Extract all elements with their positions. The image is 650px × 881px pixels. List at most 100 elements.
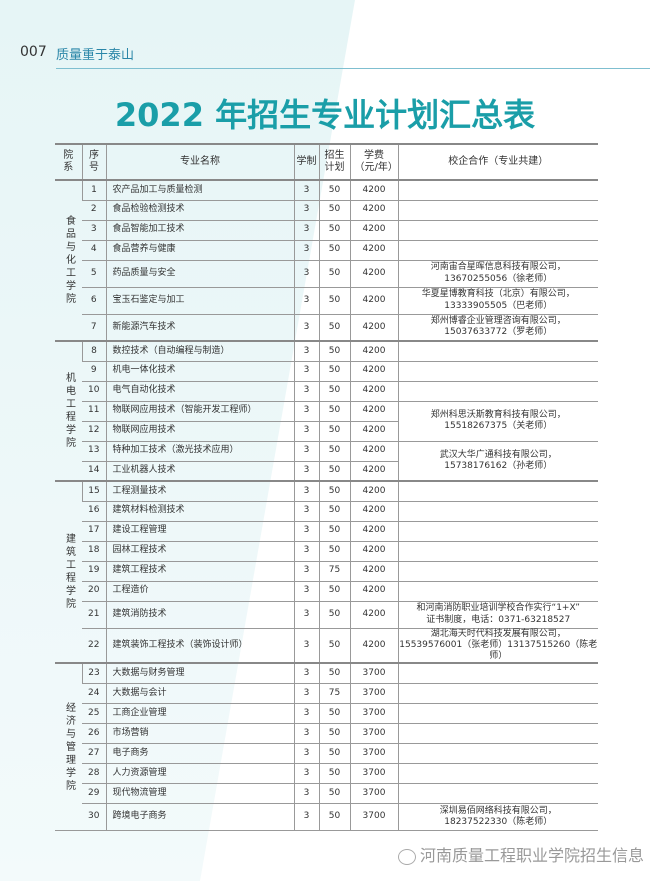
fee-cell: 4200 [349,501,398,522]
major-cell: 建设工程管理 [105,521,294,542]
major-cell: 建筑消防技术 [105,601,294,629]
years-cell: 3 [293,743,319,764]
col-major: 专业名称 [105,143,294,181]
major-cell: 机电一体化技术 [105,361,294,382]
plan-cell: 50 [318,581,350,602]
watermark: 河南质量工程职业学院招生信息 [398,842,644,866]
major-cell: 食品智能加工技术 [105,220,294,241]
seq-cell: 3 [82,220,106,241]
fee-cell: 4200 [349,314,398,342]
partner-cell: 湖北海天时代科技发展有限公司， 15539576001（张老师）13137515… [397,628,598,664]
years-cell: 3 [293,381,319,402]
plan-cell: 50 [318,723,350,744]
fee-cell: 4200 [349,361,398,382]
seq-cell: 5 [82,260,106,288]
plan-cell: 50 [318,401,350,422]
major-cell: 工程测量技术 [105,480,294,502]
years-cell: 3 [293,361,319,382]
seq-cell: 19 [82,561,106,582]
fee-cell: 3700 [349,743,398,764]
seq-cell: 11 [82,401,106,422]
table-row: 16 建筑材料检测技术 3 50 4200 [55,501,598,522]
seq-cell: 14 [82,461,106,482]
table-row: 21 建筑消防技术 3 50 4200 和河南消防职业培训学校合作实行“1+X” 证书制度… [55,601,598,629]
years-cell: 3 [293,723,319,744]
fee-cell: 4200 [349,601,398,629]
plan-cell: 50 [318,441,350,462]
partner-cell [397,220,598,241]
plan-cell: 50 [318,763,350,784]
plan-cell: 50 [318,461,350,482]
seq-cell: 27 [82,743,106,764]
fee-cell: 4200 [349,180,398,201]
plan-cell: 50 [318,662,350,684]
seq-cell: 25 [82,703,106,724]
enrollment-table: 院系 序号 专业名称 学制 招生计划 学费（元/年） 校企合作（专业共建） 食品… [55,143,598,831]
fee-cell: 4200 [349,461,398,482]
seq-cell: 2 [82,200,106,221]
plan-cell: 50 [318,260,350,288]
major-cell: 食品营养与健康 [105,240,294,261]
major-cell: 工业机器人技术 [105,461,294,482]
plan-cell: 50 [318,501,350,522]
table-row: 5 药品质量与安全 3 50 4200 河南宙合星晖信息科技有限公司， 136702550… [55,260,598,288]
fee-cell: 4200 [349,561,398,582]
fee-cell: 4200 [349,441,398,462]
fee-cell: 4200 [349,260,398,288]
years-cell: 3 [293,441,319,462]
fee-cell: 3700 [349,763,398,784]
major-cell: 电气自动化技术 [105,381,294,402]
major-cell: 农产品加工与质量检测 [105,180,294,201]
major-cell: 物联网应用技术 [105,421,294,442]
partner-cell [397,723,598,744]
col-years: 学制 [293,143,319,181]
col-seq: 序号 [81,143,106,181]
page-title: 2022 年招生专业计划汇总表 [114,96,536,134]
fee-cell: 4200 [349,340,398,362]
partner-cell [397,180,598,201]
major-cell: 食品检验检测技术 [105,200,294,221]
major-cell: 现代物流管理 [105,783,294,804]
partner-cell: 郑州博睿企业管理咨询有限公司， 15037633772（罗老师） [397,314,598,342]
major-cell: 人力资源管理 [105,763,294,784]
table-row: 22 建筑装饰工程技术（装饰设计师） 3 50 4200 湖北海天时代科技发展有限公司， … [55,628,598,664]
table-row: 食品与化工学院 1 农产品加工与质量检测 3 50 4200 [55,180,598,342]
years-cell: 3 [293,601,319,629]
seq-cell: 30 [82,803,106,831]
fee-cell: 4200 [349,401,398,422]
partner-cell [397,200,598,221]
years-cell: 3 [293,561,319,582]
seq-cell: 15 [81,480,106,502]
seq-cell: 10 [82,381,106,402]
table-row: 4 食品营养与健康 3 50 4200 [55,240,598,261]
page-number: 007 [20,44,47,60]
seq-cell: 29 [82,783,106,804]
major-cell: 跨境电子商务 [105,803,294,831]
plan-cell: 75 [318,683,350,704]
seq-cell: 1 [81,180,106,201]
seq-cell: 4 [82,240,106,261]
major-cell: 药品质量与安全 [105,260,294,288]
seq-cell: 9 [82,361,106,382]
fee-cell: 3700 [349,662,398,684]
table-row: 7 新能源汽车技术 3 50 4200 郑州博睿企业管理咨询有限公司， 150376337… [55,314,598,342]
plan-cell: 50 [318,743,350,764]
seq-cell: 24 [82,683,106,704]
years-cell: 3 [293,683,319,704]
major-cell: 园林工程技术 [105,541,294,562]
fee-cell: 3700 [349,783,398,804]
partner-cell [397,783,598,804]
plan-cell: 50 [318,314,350,342]
major-cell: 建筑工程技术 [105,561,294,582]
page-header: 007 质量重于泰山 [20,44,134,63]
years-cell: 3 [293,703,319,724]
years-cell: 3 [293,260,319,288]
seq-cell: 7 [82,314,106,342]
years-cell: 3 [293,628,319,664]
table-row: 建筑工程学院 15 工程测量技术 3 50 4200 [55,479,598,664]
plan-cell: 50 [318,340,350,362]
fee-cell: 3700 [349,723,398,744]
major-cell: 工程造价 [105,581,294,602]
seq-cell: 16 [82,501,106,522]
seq-cell: 13 [82,441,106,462]
